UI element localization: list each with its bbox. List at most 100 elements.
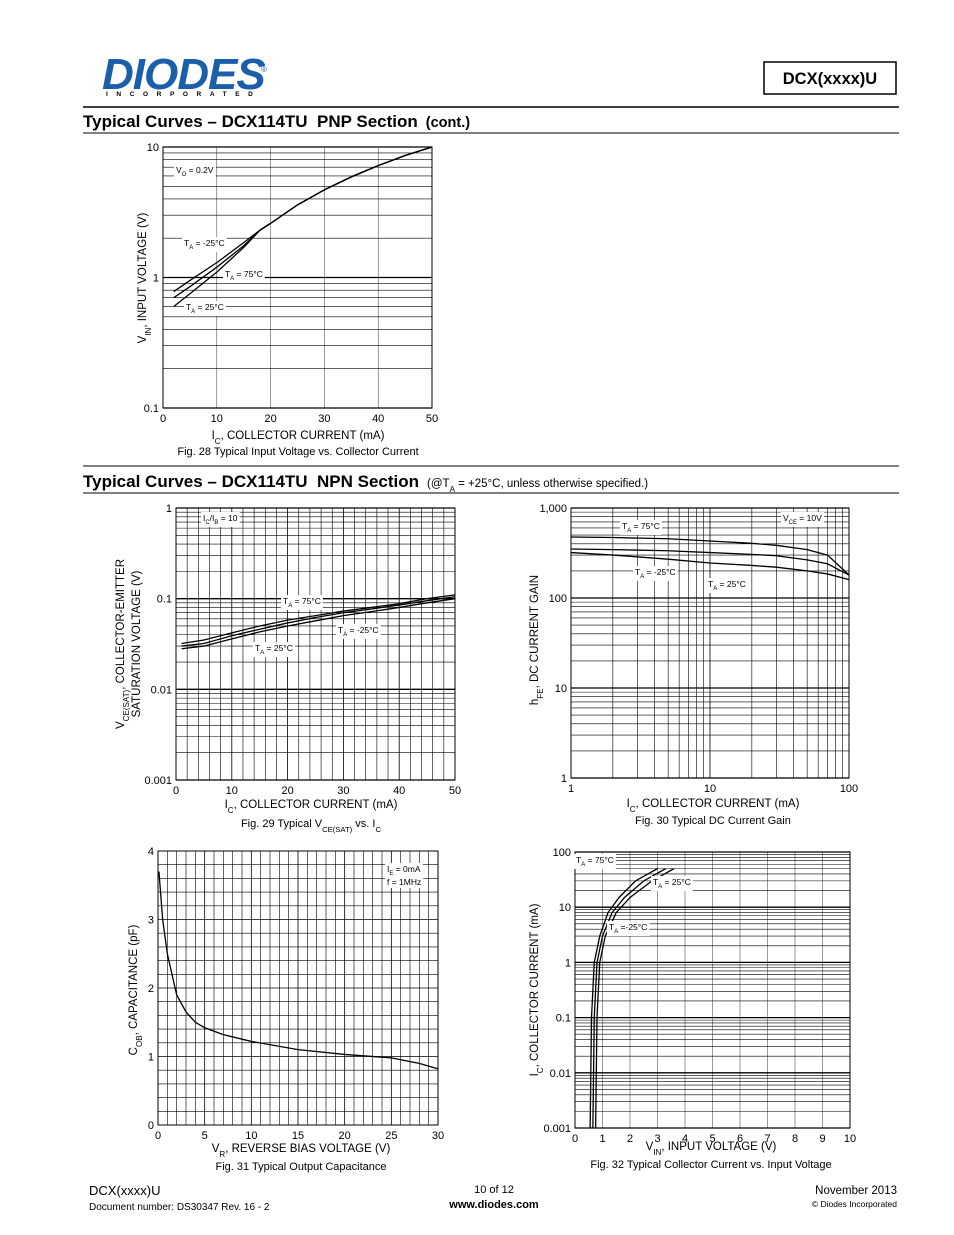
x-tick-label: 1 [599,1133,605,1145]
footer-part: DCX(xxxx)U [89,1183,161,1198]
x-tick-label: 50 [449,785,461,797]
text-part: V [115,721,127,729]
annotation-background [201,512,240,527]
x-tick-label: 20 [281,785,293,797]
subscript: A [581,862,585,868]
y-axis-label: SATURATION VOLTAGE (V) [131,570,143,717]
y-tick-label: 1 [153,273,159,285]
y-axis-label: hFE, DC CURRENT GAIN [529,575,545,705]
data-line [570,548,850,576]
x-tick-label: 0 [155,1130,161,1142]
text-part: = 75°C [631,521,660,531]
annotation-background [781,512,825,527]
annotation: TA = -25°C [184,238,225,251]
annotation-background [336,624,381,639]
annotation: TA = -25°C [338,625,379,638]
y-tick-label: 0.1 [144,403,159,415]
x-tick-label: 1 [568,783,574,795]
subscript: CE(SAT) [322,825,353,834]
y-tick-label: 0.001 [144,775,172,787]
text-part: T [653,877,658,887]
x-tick-label: 10 [211,413,223,425]
text-part: T [184,238,189,248]
subscript: A [189,245,193,251]
text-part: I [627,798,630,810]
text-part: , INPUT VOLTAGE (V) [661,1141,776,1153]
y-tick-label: 1,000 [539,503,567,515]
annotation-background [182,237,227,252]
text-part: I [225,799,228,811]
x-tick-label: 40 [372,413,384,425]
y-tick-label: 0.1 [556,1013,571,1025]
y-tick-label: 10 [555,683,567,695]
annotation: TA = 25°C [255,643,293,656]
x-axis-label: IC, COLLECTOR CURRENT (mA) [627,798,800,814]
annotation: f = 1MHz [387,877,421,887]
x-tick-label: 0 [160,413,166,425]
subscript: A [713,586,717,592]
plot-frame [570,507,850,779]
section-title: Typical Curves – DCX114TU NPN Section [83,472,419,491]
x-tick-label: 20 [339,1130,351,1142]
text-part: T [609,922,614,932]
figure-caption: Fig. 29 Typical VCE(SAT) vs. IC [241,818,382,834]
text-part: T [635,567,640,577]
x-tick-label: 5 [202,1130,208,1142]
data-line [181,596,456,647]
y-axis-label: IC, COLLECTOR CURRENT (mA) [529,903,545,1076]
subscript: C [536,1067,545,1073]
annotation-background [174,164,216,179]
y-tick-label: 1 [166,503,172,515]
text-part: = 25°C [195,302,224,312]
data-line [158,871,439,1070]
text-part: C [128,1047,140,1055]
subscript: C [215,437,221,446]
text-part: , COLLECTOR CURRENT (mA) [221,430,385,442]
subscript: A [640,574,644,580]
figure-caption: Fig. 31 Typical Output Capacitance [215,1161,386,1173]
y-axis-label: COB, CAPACITANCE (pF) [128,924,144,1055]
x-axis-label: VR, REVERSE BIAS VOLTAGE (V) [212,1143,391,1159]
annotation: TA = 75°C [283,596,321,609]
text-part: V [137,335,149,343]
text-part: = -25°C [193,238,225,248]
text-part: T [283,596,288,606]
footer-date: November 2013 [815,1185,897,1197]
footer-docnum: Document number: DS30347 Rev. 16 - 2 [89,1202,270,1213]
x-tick-label: 10 [245,1130,257,1142]
y-tick-label: 10 [559,902,571,914]
y-tick-label: 0.01 [550,1068,571,1080]
data-line [181,594,456,645]
annotation: TA = 25°C [186,302,224,315]
text-part: = 75°C [585,855,614,865]
text-part: V [176,165,182,175]
x-tick-label: 25 [385,1130,397,1142]
annotation: TA = -25°C [635,567,676,580]
figure-caption: Fig. 28 Typical Input Voltage vs. Collec… [177,446,418,458]
text-part: T [338,625,343,635]
x-tick-label: 0 [572,1133,578,1145]
footer-copyright: © Diodes Incorporated [812,1199,897,1209]
annotation: VO = 0.2V [176,165,214,178]
subscript: OB [135,1035,144,1047]
data-line [570,551,850,581]
x-tick-label: 8 [792,1133,798,1145]
data-line [570,536,850,576]
text-part: = 75°C [292,596,321,606]
annotation: TA = 75°C [576,855,614,868]
annotation: TA = 25°C [708,579,746,592]
text-part: V [212,1143,220,1155]
plot-frame [157,850,439,1126]
x-tick-label: 6 [737,1133,743,1145]
annotation: IC/IB = 10 [203,513,238,526]
text-part: T [708,579,713,589]
text-part: V [783,513,789,523]
y-axis-label: VCE(SAT), COLLECTOR-EMITTER [115,559,131,729]
text-part: , DC CURRENT GAIN [529,575,541,689]
annotation-background [651,876,693,891]
subscript: C [228,806,234,815]
text-part: Fig. 29 Typical V [241,818,323,830]
annotation-background [385,876,424,888]
